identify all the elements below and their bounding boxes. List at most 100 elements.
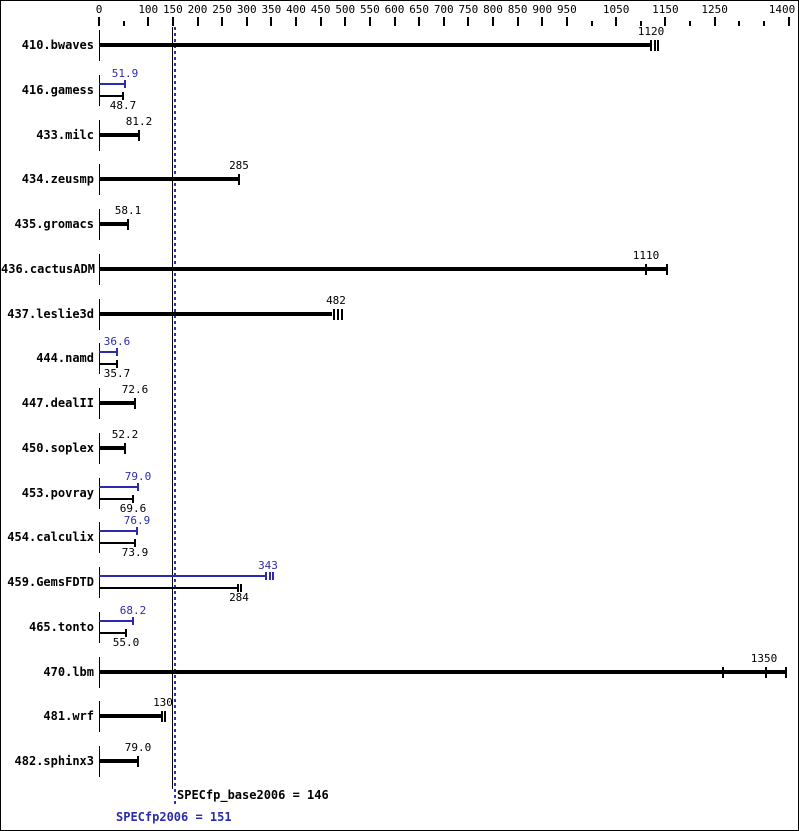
- axis-tick-label: 950: [556, 3, 577, 16]
- peak-value-label: 36.6: [103, 335, 131, 349]
- axis-tick-major: [246, 17, 248, 26]
- axis-tick-label: 450: [310, 3, 331, 16]
- base-run-mark: [666, 263, 668, 275]
- benchmark-name-label: 465.tonto: [28, 619, 94, 634]
- benchmark-name-label: 470.lbm: [43, 664, 94, 679]
- axis-tick-label: 300: [236, 3, 257, 16]
- axis-tick-minor: [689, 21, 691, 26]
- peak-reference-line: [174, 27, 176, 807]
- base-value-label: 55.0: [112, 635, 140, 649]
- row-axis-segment: [99, 522, 100, 554]
- base-value-label: 81.2: [125, 114, 153, 128]
- axis-tick-label: 500: [335, 3, 356, 16]
- axis-tick-major: [541, 17, 543, 26]
- base-bar: [99, 222, 128, 226]
- benchmark-name-label: 433.milc: [36, 127, 94, 142]
- peak-run-mark: [137, 482, 139, 491]
- peak-summary-label: SPECfp2006 = 151: [116, 810, 232, 824]
- base-bar: [99, 445, 125, 450]
- base-run-mark: [654, 40, 656, 51]
- base-run-mark: [164, 711, 166, 723]
- base-bar: [99, 43, 651, 47]
- base-value-label: 284: [229, 591, 249, 604]
- base-value-label: 1120: [637, 25, 665, 38]
- axis-tick-label: 0: [95, 3, 103, 16]
- base-bar: [99, 311, 332, 316]
- base-run-mark: [161, 711, 163, 723]
- axis-tick-label: 150: [162, 3, 183, 16]
- peak-run-mark: [272, 572, 274, 580]
- benchmark-name-label: 434.zeusmp: [21, 172, 94, 187]
- axis-tick-major: [467, 17, 469, 26]
- base-run-mark: [138, 129, 140, 141]
- base-value-label: 48.7: [109, 98, 137, 112]
- base-run-mark: [122, 91, 124, 100]
- base-run-mark: [722, 666, 724, 678]
- axis-tick-label: 700: [433, 3, 454, 16]
- axis-tick-major: [615, 17, 617, 26]
- base-value-label: 52.2: [111, 427, 139, 441]
- base-run-mark: [127, 219, 129, 230]
- axis-tick-major: [98, 17, 100, 26]
- base-value-label: 130: [153, 696, 173, 710]
- peak-bar: [99, 351, 117, 354]
- axis-tick-label: 1400: [768, 3, 796, 16]
- axis-tick-label: 650: [409, 3, 430, 16]
- benchmark-name-label: 454.calculix: [7, 530, 94, 545]
- base-bar: [99, 132, 139, 137]
- peak-value-label: 76.9: [123, 514, 151, 528]
- axis-tick-major: [369, 17, 371, 26]
- base-run-mark: [124, 442, 126, 454]
- benchmark-name-label: 436.cactusADM: [1, 261, 95, 276]
- benchmark-name-label: 447.dealII: [21, 396, 94, 410]
- base-run-mark: [134, 398, 136, 409]
- base-run-mark: [132, 494, 134, 503]
- base-run-mark: [650, 40, 652, 51]
- peak-value-label: 343: [258, 559, 278, 572]
- peak-value-label: 79.0: [124, 469, 152, 483]
- axis-tick-major: [172, 17, 174, 26]
- base-bar: [99, 631, 126, 634]
- benchmark-name-label: 450.soplex: [21, 440, 94, 455]
- base-run-mark: [333, 308, 335, 320]
- peak-value-label: 51.9: [111, 66, 139, 80]
- axis-tick-label: 350: [261, 3, 282, 16]
- base-bar: [99, 587, 238, 589]
- base-value-label: 69.6: [119, 501, 147, 515]
- benchmark-name-label: 453.povray: [21, 485, 94, 500]
- axis-tick-major: [147, 17, 149, 26]
- base-value-label: 58.1: [114, 204, 142, 217]
- base-bar: [99, 759, 138, 763]
- axis-tick-major: [517, 17, 519, 26]
- base-value-label: 1350: [750, 651, 778, 665]
- benchmark-name-label: 410.bwaves: [21, 38, 94, 52]
- row-axis-segment: [99, 611, 100, 643]
- base-run-mark: [134, 539, 136, 548]
- axis-tick-major: [295, 17, 297, 26]
- row-axis-segment: [99, 343, 100, 375]
- axis-tick-label: 900: [532, 3, 553, 16]
- base-bar: [99, 94, 123, 97]
- axis-tick-major: [320, 17, 322, 26]
- axis-tick-label: 850: [507, 3, 528, 16]
- axis-tick-label: 200: [187, 3, 208, 16]
- peak-bar: [99, 485, 138, 488]
- peak-run-mark: [124, 79, 126, 88]
- base-run-mark: [137, 756, 139, 767]
- axis-tick-major: [664, 17, 666, 26]
- axis-tick-label: 550: [359, 3, 380, 16]
- base-run-mark: [785, 666, 787, 678]
- axis-tick-minor: [640, 21, 642, 26]
- axis-tick-major: [714, 17, 716, 26]
- peak-value-label: 68.2: [119, 603, 147, 617]
- base-run-mark: [645, 263, 647, 275]
- peak-bar: [99, 619, 133, 622]
- axis-tick-label: 100: [138, 3, 159, 16]
- base-bar: [99, 363, 117, 366]
- benchmark-name-label: 481.wrf: [43, 709, 94, 724]
- axis-tick-major: [443, 17, 445, 26]
- axis-tick-label: 1050: [602, 3, 630, 16]
- axis-tick-label: 1250: [701, 3, 728, 16]
- base-run-mark: [765, 666, 767, 678]
- base-value-label: 482: [326, 293, 346, 307]
